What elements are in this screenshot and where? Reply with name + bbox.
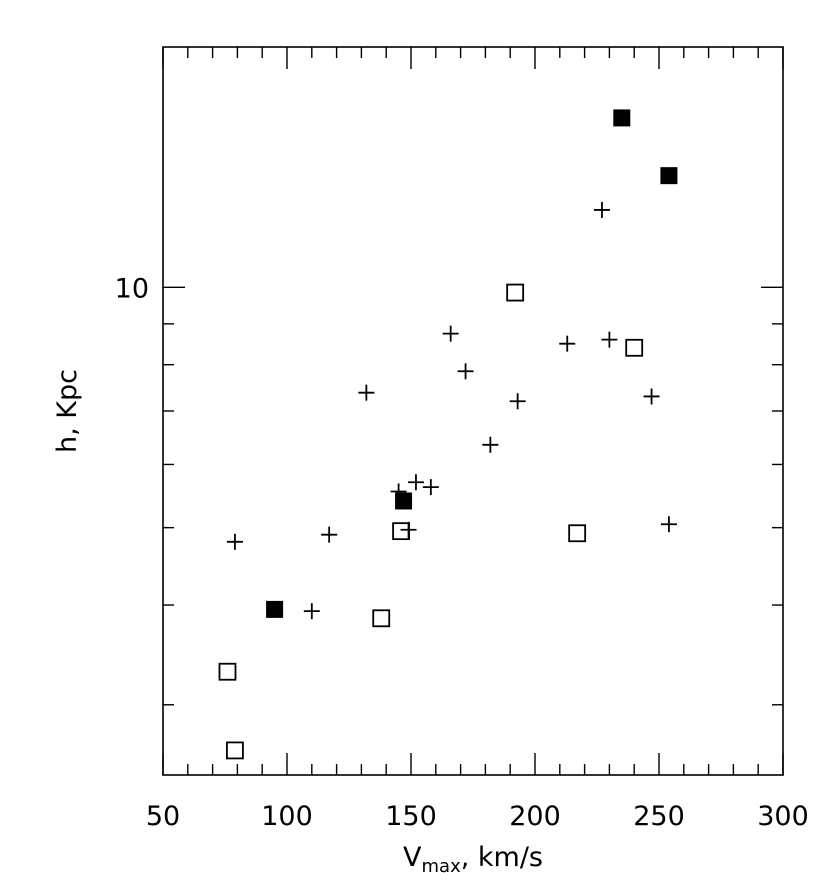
plus-point <box>422 479 439 496</box>
x-tick-label: 50 <box>146 801 180 832</box>
plus-point <box>226 533 243 550</box>
plus-point <box>457 363 474 380</box>
x-tick-label: 200 <box>509 801 561 832</box>
x-tick-label: 100 <box>261 801 313 832</box>
plus-point <box>358 384 375 401</box>
filled-square-point <box>395 492 413 510</box>
filled-square-point <box>660 167 678 185</box>
tick-labels: 50 100 150 200 250 300 10 <box>115 273 809 832</box>
open-square-point <box>392 522 410 541</box>
plus-point <box>601 331 618 348</box>
x-tick-label: 300 <box>757 801 809 832</box>
plus-point <box>509 393 526 410</box>
plot-frame <box>162 46 784 776</box>
x-axis-title: Vmax, km/s <box>403 842 543 877</box>
plus-point <box>390 483 407 500</box>
open-square-point <box>568 524 587 543</box>
open-square-point <box>372 609 391 628</box>
open-square-point <box>625 338 644 357</box>
y-axis-title: h, Kpc <box>52 369 83 453</box>
plus-point <box>321 526 338 543</box>
x-tick-label: 150 <box>385 801 437 832</box>
open-square-point <box>506 283 525 302</box>
filled-square-point <box>266 600 284 618</box>
plus-point <box>400 521 417 538</box>
plus-point <box>482 436 499 453</box>
filled-square-point <box>613 109 631 127</box>
plus-point <box>407 474 424 491</box>
plus-point <box>303 603 320 620</box>
open-square-point <box>226 741 244 760</box>
axis-ticks <box>162 47 784 775</box>
x-tick-label: 250 <box>633 801 685 832</box>
plus-point <box>643 388 660 405</box>
plus-point <box>442 325 459 342</box>
data-points <box>218 109 678 760</box>
plus-point <box>593 201 610 218</box>
plus-point <box>660 516 677 533</box>
open-square-point <box>218 662 237 681</box>
plus-point <box>559 335 576 352</box>
y-tick-label: 10 <box>115 273 149 304</box>
